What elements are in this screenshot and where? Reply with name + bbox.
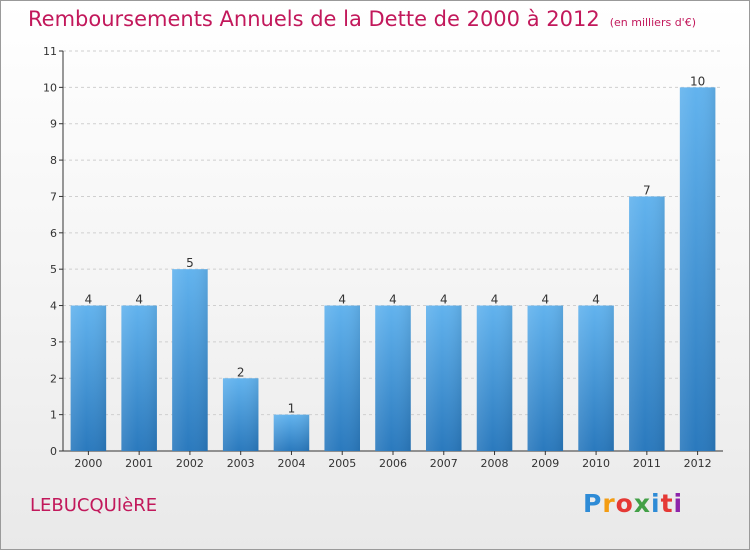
y-tick-label: 3 — [50, 336, 57, 349]
bar-shine-2010 — [578, 305, 614, 451]
data-label: 4 — [592, 293, 600, 307]
y-tick-label: 6 — [50, 227, 57, 240]
data-label: 4 — [85, 293, 93, 307]
x-tick-label: 2012 — [684, 457, 712, 470]
logo-letter: i — [673, 489, 684, 518]
y-tick-label: 0 — [50, 445, 57, 458]
data-label: 1 — [288, 402, 296, 416]
bar-shine-2009 — [527, 305, 564, 451]
logo-letter: i — [651, 489, 661, 518]
x-tick-label: 2002 — [176, 457, 204, 470]
chart-title-unit: (en milliers d'€) — [609, 16, 696, 29]
proxiti-logo: Proxiti — [583, 489, 683, 518]
bar-shine-2003 — [222, 378, 259, 451]
x-tick-label: 2004 — [277, 457, 305, 470]
bar-shine-2008 — [476, 305, 513, 451]
logo-letter: P — [583, 489, 603, 518]
logo-letter: t — [660, 489, 674, 518]
chart-title: Remboursements Annuels de la Dette de 20… — [28, 7, 696, 31]
data-label: 4 — [389, 293, 397, 307]
data-label: 4 — [541, 293, 549, 307]
bar-shine-2012 — [679, 87, 716, 451]
logo-letter: r — [602, 489, 616, 518]
logo-letter: x — [633, 489, 651, 518]
bar-shine-2011 — [629, 196, 665, 451]
bar-shine-2001 — [121, 305, 157, 451]
data-label: 2 — [237, 365, 245, 379]
data-label: 5 — [186, 256, 194, 270]
x-tick-label: 2008 — [481, 457, 509, 470]
y-tick-label: 9 — [50, 118, 57, 131]
y-tick-label: 5 — [50, 263, 57, 276]
data-label: 4 — [491, 293, 499, 307]
data-labels: 2000 4 2001 4 2002 5 2003 2 2004 1 2005 4 2006 4 2007 4… — [74, 74, 711, 470]
x-tick-label: 2009 — [531, 457, 559, 470]
x-tick-label: 2001 — [125, 457, 153, 470]
data-label: 4 — [338, 293, 346, 307]
y-tick-label: 7 — [50, 190, 57, 203]
x-tick-label: 2011 — [633, 457, 661, 470]
bar-shine-2007 — [426, 305, 462, 451]
data-label: 7 — [643, 183, 651, 197]
y-tick-label: 8 — [50, 154, 57, 167]
data-label: 4 — [440, 293, 448, 307]
bar-shine-2004 — [273, 414, 310, 451]
x-tick-label: 2006 — [379, 457, 407, 470]
y-tick-label: 2 — [50, 372, 57, 385]
bar-shine-2000 — [70, 305, 107, 451]
data-label: 10 — [690, 74, 705, 88]
x-tick-label: 2007 — [430, 457, 458, 470]
chart-title-main: Remboursements Annuels de la Dette de 20… — [28, 7, 600, 31]
data-label: 4 — [135, 293, 143, 307]
x-tick-label: 2003 — [227, 457, 255, 470]
x-tick-label: 2000 — [74, 457, 102, 470]
y-tick-label: 10 — [43, 81, 57, 94]
bar-shine-2005 — [324, 305, 360, 451]
y-tick-label: 4 — [50, 300, 57, 313]
y-tick-label: 1 — [50, 409, 57, 422]
x-tick-label: 2005 — [328, 457, 356, 470]
bar-shine-2006 — [375, 305, 411, 451]
y-tick-label: 11 — [43, 45, 57, 58]
commune-name: LEBUCQUIèRE — [30, 495, 158, 516]
x-tick-label: 2010 — [582, 457, 610, 470]
logo-letter: o — [615, 489, 634, 518]
bar-shine-2002 — [172, 269, 208, 451]
bars — [70, 87, 716, 451]
